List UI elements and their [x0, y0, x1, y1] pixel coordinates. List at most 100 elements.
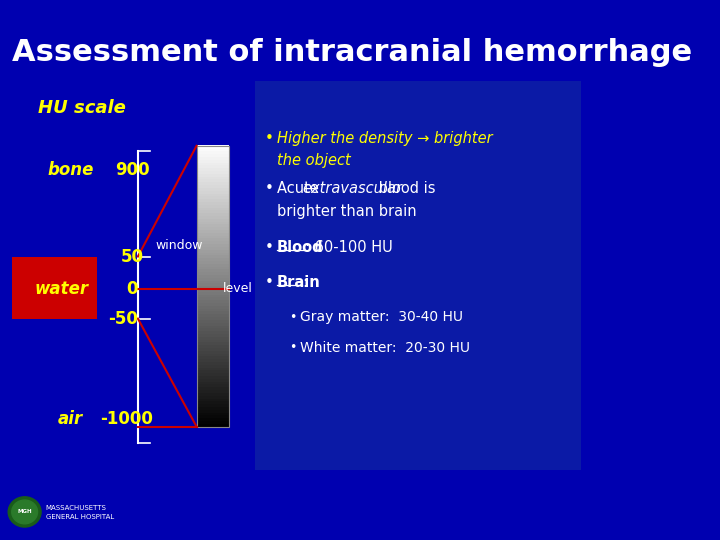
Bar [12, 256, 96, 319]
Bar [197, 398, 229, 401]
Bar [197, 359, 229, 362]
Bar [197, 258, 229, 261]
Text: :: : [302, 275, 307, 291]
Text: •: • [265, 181, 274, 197]
Text: HU scale: HU scale [38, 99, 126, 117]
Bar [197, 300, 229, 303]
Text: the object: the object [277, 153, 351, 168]
Text: bone: bone [48, 161, 94, 179]
Bar [197, 162, 229, 165]
Bar [197, 330, 229, 334]
Text: White matter:  20-30 HU: White matter: 20-30 HU [300, 341, 470, 355]
Bar [197, 389, 229, 393]
Bar [197, 218, 229, 221]
Bar [197, 179, 229, 183]
Bar [197, 305, 229, 309]
Bar [197, 148, 229, 151]
Text: Assessment of intracranial hemorrhage: Assessment of intracranial hemorrhage [12, 38, 692, 67]
Text: brighter than brain: brighter than brain [277, 204, 417, 219]
Bar [197, 176, 229, 179]
Bar [197, 204, 229, 207]
Bar [197, 227, 229, 230]
Text: Gray matter:  30-40 HU: Gray matter: 30-40 HU [300, 310, 464, 325]
Bar [197, 151, 229, 154]
Bar [197, 154, 229, 157]
Text: Blood: Blood [277, 240, 323, 255]
Bar [197, 159, 229, 163]
Text: air: air [58, 409, 83, 428]
Bar [197, 336, 229, 340]
Bar [197, 308, 229, 312]
Text: 900: 900 [114, 161, 149, 179]
Bar [197, 269, 229, 272]
Bar [197, 157, 229, 160]
Bar [197, 311, 229, 314]
Bar [197, 421, 229, 424]
Bar [197, 221, 229, 225]
Bar [197, 375, 229, 379]
Bar [197, 165, 229, 168]
Bar [197, 252, 229, 255]
Text: -50: -50 [108, 309, 138, 328]
Bar [197, 328, 229, 331]
Circle shape [12, 500, 37, 524]
Bar [197, 210, 229, 213]
Bar [197, 249, 229, 253]
Bar [197, 379, 229, 382]
Text: MGH: MGH [17, 509, 32, 515]
Bar [197, 207, 229, 211]
Bar [197, 260, 229, 264]
Bar [197, 393, 229, 396]
Bar [197, 350, 229, 354]
Bar [197, 322, 229, 326]
Bar [197, 277, 229, 281]
Bar [197, 381, 229, 384]
Bar [197, 235, 229, 239]
Bar [197, 286, 229, 289]
Bar [197, 168, 229, 171]
Bar [197, 272, 229, 275]
Bar [197, 319, 229, 323]
Bar [197, 412, 229, 415]
Bar [197, 288, 229, 292]
Bar [197, 190, 229, 193]
Bar [197, 384, 229, 387]
Text: •: • [265, 131, 274, 146]
Bar [197, 401, 229, 404]
Bar [197, 342, 229, 345]
Bar [197, 407, 229, 410]
Bar [197, 280, 229, 284]
Bar [197, 266, 229, 269]
Bar [197, 238, 229, 241]
Bar [197, 333, 229, 337]
Text: GENERAL HOSPITAL: GENERAL HOSPITAL [46, 514, 114, 521]
Text: water: water [35, 280, 89, 298]
Text: MASSACHUSETTS: MASSACHUSETTS [46, 504, 107, 511]
Bar [197, 274, 229, 278]
Bar [197, 201, 229, 205]
Text: extravascular: extravascular [302, 181, 402, 197]
Bar [197, 302, 229, 306]
Bar [197, 246, 229, 249]
Bar [197, 361, 229, 365]
Text: level: level [222, 282, 253, 295]
Text: Higher the density → brighter: Higher the density → brighter [277, 131, 492, 146]
Bar [197, 297, 229, 300]
Text: Acute: Acute [277, 181, 323, 197]
Bar [197, 182, 229, 185]
Text: •: • [265, 240, 274, 255]
Bar [255, 81, 581, 470]
Bar [197, 146, 229, 427]
Text: Brain: Brain [277, 275, 320, 291]
Bar [197, 409, 229, 413]
Bar [197, 291, 229, 295]
Text: 50: 50 [120, 247, 143, 266]
Bar [197, 145, 229, 149]
Bar [197, 356, 229, 359]
Bar [197, 339, 229, 342]
Text: •: • [289, 310, 296, 323]
Bar [197, 373, 229, 376]
Bar [197, 367, 229, 370]
Bar [197, 224, 229, 227]
Bar [197, 244, 229, 247]
